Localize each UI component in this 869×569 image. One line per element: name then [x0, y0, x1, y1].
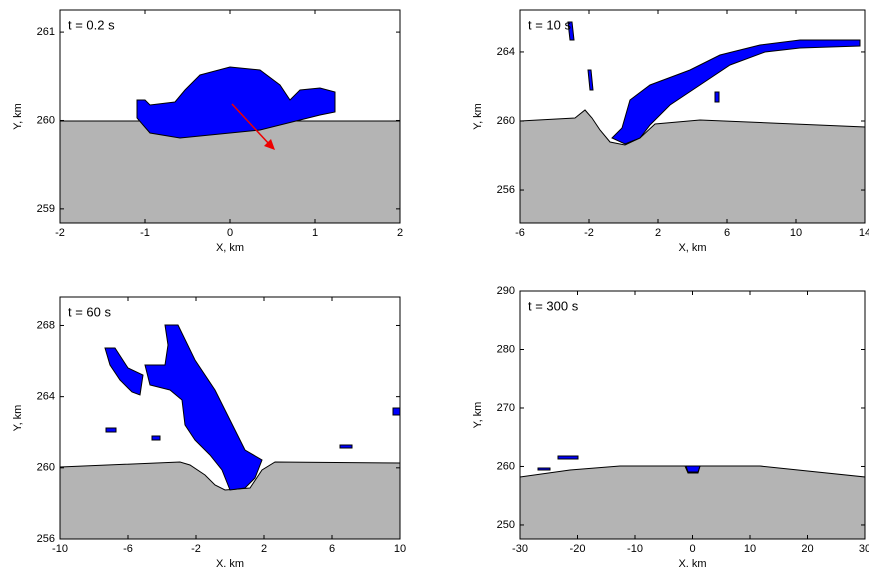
x-tick-label: -10 [52, 543, 68, 555]
ground [59, 120, 401, 224]
ejecta [557, 455, 579, 460]
velocity-arrow [231, 103, 271, 146]
y-axis-label: Y, km [12, 405, 24, 432]
y-tick-label: 260 [37, 462, 55, 474]
x-axis-label: X, km [678, 242, 706, 254]
ejecta [587, 69, 594, 91]
x-tick-label: -2 [584, 227, 594, 239]
y-tick-label: 264 [37, 391, 55, 403]
x-tick-label: 14 [859, 227, 869, 239]
x-tick-label: -6 [123, 543, 133, 555]
x-tick-label: 10 [744, 543, 756, 555]
y-tick-label: 259 [37, 203, 55, 215]
x-tick-label: 2 [655, 227, 661, 239]
y-tick-label: 260 [497, 115, 515, 127]
ejecta [392, 407, 401, 416]
ejecta [611, 39, 861, 145]
x-tick-label: 1 [312, 227, 318, 239]
x-tick-label: -30 [512, 543, 528, 555]
x-tick-label: 0 [227, 227, 233, 239]
x-tick-label: -6 [515, 227, 525, 239]
annotation: t = 60 s [68, 304, 111, 319]
plot-frame [519, 9, 866, 224]
x-tick-label: 6 [329, 543, 335, 555]
x-axis-label: X. km [216, 558, 244, 569]
y-axis-label: Y, km [472, 103, 484, 130]
y-tick-label: 250 [497, 519, 515, 531]
x-tick-label: 2 [261, 543, 267, 555]
ejecta [151, 435, 161, 441]
x-tick-label: -2 [55, 227, 65, 239]
x-tick-label: -20 [570, 543, 586, 555]
arrow-head [264, 139, 275, 150]
x-tick-label: -1 [140, 227, 150, 239]
x-tick-label: 10 [790, 227, 802, 239]
y-tick-label: 256 [37, 533, 55, 545]
x-tick-label: 30 [859, 543, 869, 555]
annotation: t = 10 s [528, 17, 571, 32]
x-axis-label: X. km [678, 558, 706, 569]
x-tick-label: 0 [689, 543, 695, 555]
x-tick-label: -10 [627, 543, 643, 555]
plot-frame [59, 296, 401, 540]
ejecta [537, 467, 551, 471]
y-axis-label: Y, km [12, 103, 24, 130]
ejecta [105, 427, 117, 433]
annotation: t = 0.2 s [68, 17, 115, 32]
y-tick-label: 260 [497, 460, 515, 472]
ejecta [685, 465, 701, 473]
ejecta [144, 324, 263, 491]
y-tick-label: 264 [497, 46, 515, 58]
ejecta [339, 444, 353, 449]
ejecta [567, 21, 575, 41]
y-tick-label: 268 [37, 319, 55, 331]
x-tick-label: 2 [397, 227, 403, 239]
y-tick-label: 270 [497, 402, 515, 414]
annotation: t = 300 s [528, 298, 579, 313]
y-tick-label: 256 [497, 184, 515, 196]
x-tick-label: 10 [394, 543, 406, 555]
ejecta [136, 66, 336, 139]
x-axis-label: X, km [216, 242, 244, 254]
ground [519, 109, 866, 224]
x-tick-label: 6 [724, 227, 730, 239]
y-tick-label: 280 [497, 343, 515, 355]
ejecta [714, 91, 720, 103]
y-tick-label: 261 [37, 26, 55, 38]
x-tick-label: -2 [191, 543, 201, 555]
y-axis-label: Y, km [472, 402, 484, 429]
ground [519, 465, 866, 540]
x-tick-label: 20 [801, 543, 813, 555]
y-tick-label: 290 [497, 285, 515, 297]
ejecta [104, 347, 144, 396]
y-tick-label: 260 [37, 114, 55, 126]
